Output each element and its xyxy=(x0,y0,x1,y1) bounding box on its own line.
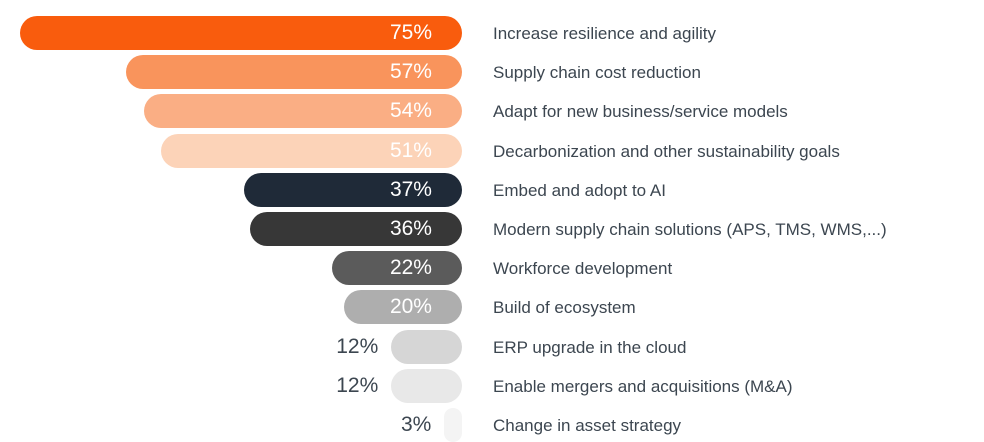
bar-category-label: Increase resilience and agility xyxy=(493,24,717,43)
bar-value-label: 51% xyxy=(389,138,432,162)
bar-row: 36% Modern supply chain solutions (APS, T… xyxy=(0,212,984,246)
bar-value-label: 20% xyxy=(389,295,432,319)
bar-value-label: 36% xyxy=(389,217,432,240)
bar: 20% xyxy=(344,290,462,325)
bar-category-label: Modern supply chain solutions (APS, TMS,… xyxy=(493,220,887,239)
bar-row: 37% Embed and adopt to AI xyxy=(0,172,984,207)
bar-row: 12% Enable mergers and acquisitions (M&A) xyxy=(0,368,984,403)
bar: 75% xyxy=(20,16,462,50)
bar: 22% xyxy=(332,251,462,286)
bar: 54% xyxy=(143,94,462,129)
bar xyxy=(391,368,462,403)
bar xyxy=(391,329,462,364)
bar-value-label: 12% xyxy=(336,334,379,358)
bar-row: 3% Change in asset strategy xyxy=(0,408,984,442)
bar-row: 22% Workforce development xyxy=(0,251,984,286)
bar: 51% xyxy=(161,133,462,168)
bar-row: 51% Decarbonization and other sustainabil… xyxy=(0,133,984,168)
bar xyxy=(444,408,462,442)
bar-row: 75% Increase resilience and agility xyxy=(0,16,984,50)
bar-row: 54% Adapt for new business/service models xyxy=(0,94,984,129)
bar-category-label: Adapt for new business/service models xyxy=(493,102,788,122)
bar-category-label: Build of ecosystem xyxy=(493,298,636,318)
bar-row: 20% Build of ecosystem xyxy=(0,290,984,325)
bar: 37% xyxy=(243,172,462,207)
bar: 57% xyxy=(126,55,462,90)
bar-category-label: Enable mergers and acquisitions (M&A) xyxy=(493,376,793,396)
bar-value-label: 22% xyxy=(389,256,432,280)
bar-category-label: Change in asset strategy xyxy=(493,416,682,435)
bar-value-label: 12% xyxy=(336,373,379,397)
bar-value-label: 3% xyxy=(400,413,432,436)
bar-value-label: 37% xyxy=(389,177,432,201)
bar-row: 57% Supply chain cost reduction xyxy=(0,55,984,90)
bar-value-label: 57% xyxy=(389,60,432,84)
bar-category-label: Workforce development xyxy=(493,259,673,279)
bar: 36% xyxy=(249,212,462,246)
bar-value-label: 75% xyxy=(389,21,432,44)
bar-row: 12% ERP upgrade in the cloud xyxy=(0,329,984,364)
bar-category-label: ERP upgrade in the cloud xyxy=(493,337,687,357)
bar-category-label: Decarbonization and other sustainability… xyxy=(493,141,840,161)
bar-category-label: Embed and adopt to AI xyxy=(493,180,666,200)
bar-value-label: 54% xyxy=(389,99,432,123)
bar-category-label: Supply chain cost reduction xyxy=(493,63,701,83)
